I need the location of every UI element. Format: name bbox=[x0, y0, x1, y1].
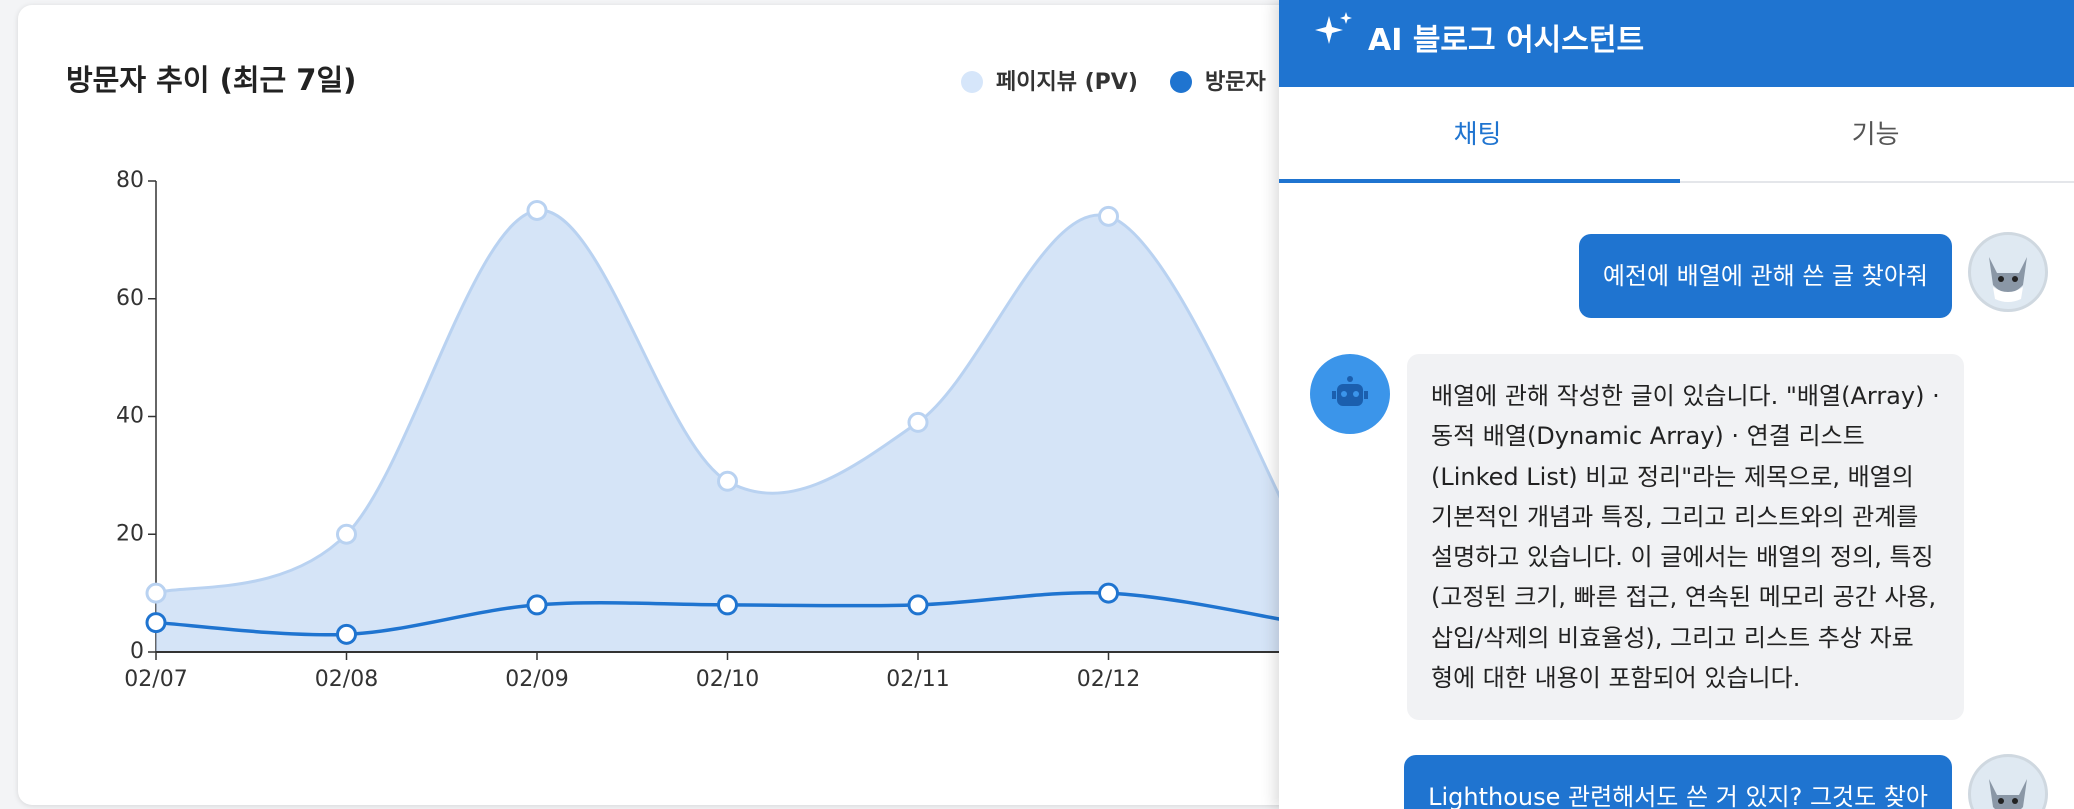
data-point bbox=[719, 596, 737, 614]
bot-message: 배열에 관해 작성한 글이 있습니다. "배열(Array) ·동적 배열(Dy… bbox=[1407, 354, 1964, 720]
y-tick-label: 0 bbox=[130, 639, 144, 664]
x-tick-label: 02/10 bbox=[696, 667, 759, 692]
data-point bbox=[719, 472, 737, 490]
legend-swatch bbox=[1170, 71, 1192, 93]
message-line: 삽입/삭제의 비효율성), 그리고 리스트 추상 자료 bbox=[1431, 618, 1940, 658]
y-tick-label: 20 bbox=[116, 521, 144, 546]
message-line: Lighthouse 관련해서도 쓴 거 있지? 그것도 찾아 bbox=[1428, 777, 1928, 809]
message-line: 형에 대한 내용이 포함되어 있습니다. bbox=[1431, 658, 1940, 698]
data-point bbox=[338, 625, 356, 643]
x-tick-label: 02/12 bbox=[1077, 667, 1140, 692]
active-tab-indicator bbox=[1279, 179, 1680, 183]
message-line: (Linked List) 비교 정리"라는 제목으로, 배열의 bbox=[1431, 457, 1940, 497]
data-point bbox=[1100, 584, 1118, 602]
tab[interactable]: 채팅 bbox=[1279, 87, 1676, 183]
chart-title: 방문자 추이 (최근 7일) bbox=[66, 63, 356, 97]
data-point bbox=[1100, 207, 1118, 225]
data-point bbox=[147, 584, 165, 602]
y-tick-label: 80 bbox=[116, 168, 144, 193]
user-avatar bbox=[1968, 754, 2048, 809]
y-tick-label: 60 bbox=[116, 286, 144, 311]
data-point bbox=[147, 614, 165, 632]
x-tick-label: 02/07 bbox=[124, 667, 187, 692]
data-point bbox=[909, 596, 927, 614]
message-line: 설명하고 있습니다. 이 글에서는 배열의 정의, 특징 bbox=[1431, 537, 1940, 577]
robot-icon bbox=[1310, 354, 1390, 434]
user-message: Lighthouse 관련해서도 쓴 거 있지? 그것도 찾아 bbox=[1404, 755, 1952, 809]
message-line: 기본적인 개념과 특징, 그리고 리스트와의 관계를 bbox=[1431, 497, 1940, 537]
data-point bbox=[338, 525, 356, 543]
y-tick-label: 40 bbox=[116, 404, 144, 429]
tab[interactable]: 기능 bbox=[1677, 87, 2074, 183]
legend-label: 방문자 bbox=[1205, 70, 1266, 95]
avatar-icon bbox=[1971, 757, 2045, 809]
legend-label: 페이지뷰 (PV) bbox=[996, 70, 1138, 95]
data-point bbox=[909, 413, 927, 431]
message-line: 예전에 배열에 관해 쓴 글 찾아줘 bbox=[1603, 256, 1928, 296]
panel-title: AI 블로그 어시스턴트 bbox=[1368, 26, 1644, 56]
x-tick-label: 02/11 bbox=[886, 667, 949, 692]
panel-header: AI 블로그 어시스턴트 bbox=[1279, 0, 2074, 87]
data-point bbox=[528, 596, 546, 614]
user-avatar bbox=[1968, 232, 2048, 312]
legend-swatch bbox=[961, 71, 983, 93]
page: 방문자 추이 (최근 7일) 0 20 40 60 80 02/07 02/08 02/09 0… bbox=[0, 0, 2074, 809]
x-tick-label: 02/08 bbox=[315, 667, 378, 692]
bot-avatar bbox=[1310, 354, 1390, 434]
sparkle-icon bbox=[1315, 10, 1355, 50]
message-line: (고정된 크기, 빠른 접근, 연속된 메모리 공간 사용, bbox=[1431, 577, 1940, 617]
message-line: 배열에 관해 작성한 글이 있습니다. "배열(Array) · bbox=[1431, 376, 1940, 416]
avatar-icon bbox=[1971, 235, 2045, 309]
x-tick-label: 02/09 bbox=[505, 667, 568, 692]
area-fill bbox=[156, 210, 1299, 652]
user-message: 예전에 배열에 관해 쓴 글 찾아줘 bbox=[1579, 234, 1952, 318]
message-line: 동적 배열(Dynamic Array) · 연결 리스트 bbox=[1431, 416, 1940, 456]
data-point bbox=[528, 201, 546, 219]
